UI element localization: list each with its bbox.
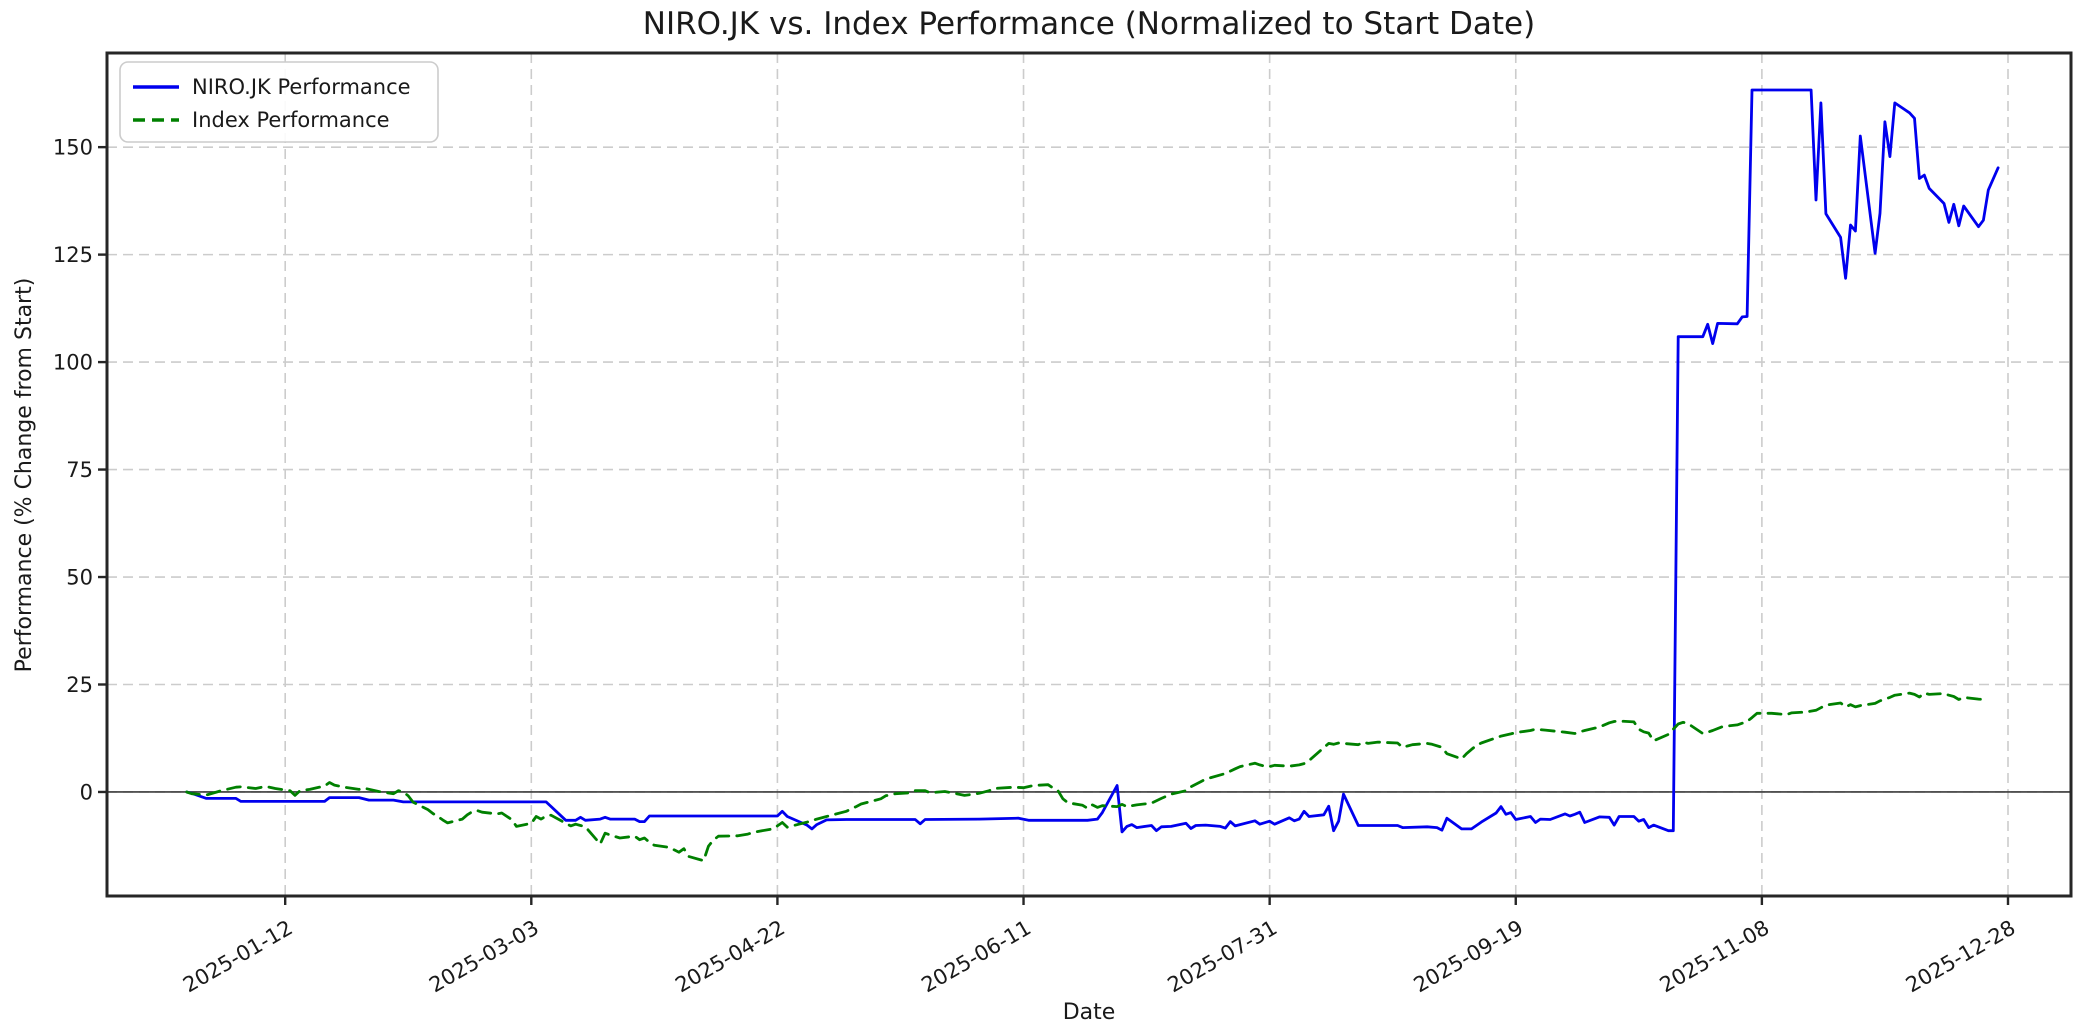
y-tick-label: 150 [53,136,93,160]
legend-box [119,61,439,143]
y-tick-label: 25 [66,673,93,697]
axis-ticks: 0 25 50 75 100 125 150 2025-01-12 2025-03-03 2025… [53,136,2020,998]
y-tick-label: 100 [53,351,93,375]
y-tick-label: 125 [53,243,93,267]
legend-label-index: Index Performance [192,108,390,132]
x-tick-label: 2025-04-22 [671,916,789,998]
index-series-line [185,691,1985,863]
x-tick-label: 2025-09-19 [1410,916,1528,998]
x-axis-label: Date [1063,1000,1116,1025]
niro-series-line [185,88,2000,834]
x-tick-label: 2025-11-08 [1656,916,1774,998]
y-tick-label: 0 [80,780,93,804]
chart-title: NIRO.JK vs. Index Performance (Normalize… [643,6,1535,42]
x-tick-label: 2025-06-11 [917,916,1035,998]
x-tick-label: 2025-07-31 [1163,916,1281,998]
legend: NIRO.JK Performance Index Performance [119,61,439,143]
x-tick-label: 2025-03-03 [425,916,543,998]
legend-label-niro: NIRO.JK Performance [192,75,411,99]
x-tick-label: 2025-12-28 [1902,916,2020,998]
gridlines [107,53,2071,896]
x-tick-label: 2025-01-12 [179,916,297,998]
y-tick-label: 75 [66,458,93,482]
series-lines [185,88,2000,863]
y-axis-label: Performance (% Change from Start) [12,278,37,673]
y-tick-label: 50 [66,566,93,590]
plot-border [105,51,2073,898]
